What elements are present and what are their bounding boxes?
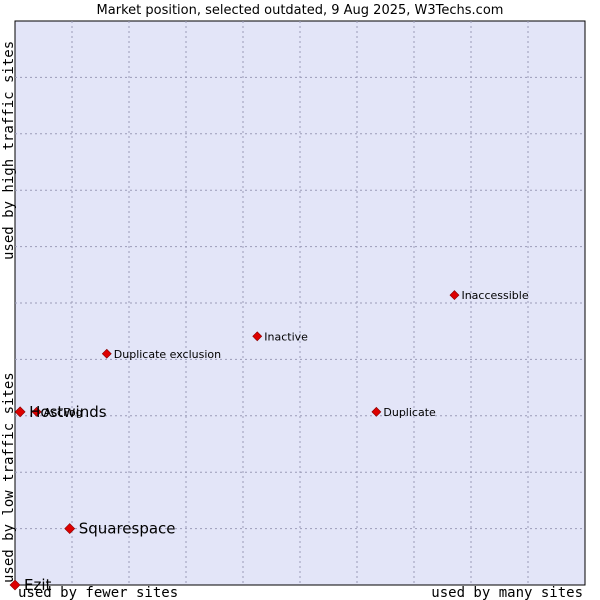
point-marker — [252, 331, 263, 342]
point-label: Ezit — [24, 576, 52, 594]
point-label: Inactive — [264, 330, 308, 343]
x-axis-label-left: used by fewer sites — [18, 585, 178, 600]
data-point: Ezit — [9, 576, 52, 594]
point-marker — [64, 523, 76, 535]
point-marker — [14, 406, 26, 418]
y-axis-label-top: used by high traffic sites — [1, 41, 17, 260]
data-point: Inactive — [252, 330, 308, 343]
chart-title: Market position, selected outdated, 9 Au… — [97, 3, 504, 18]
data-point: AccFog — [31, 406, 83, 419]
data-point: Duplicate exclusion — [101, 348, 221, 361]
grid-lines — [15, 21, 585, 585]
data-point: Squarespace — [64, 520, 176, 538]
data-point: Inaccessible — [449, 289, 529, 302]
point-marker — [31, 406, 42, 417]
point-marker — [371, 406, 382, 417]
point-label: Hostwinds — [29, 403, 107, 421]
point-marker — [449, 290, 460, 301]
point-label: Squarespace — [79, 520, 176, 538]
x-axis-label-right: used by many sites — [431, 585, 583, 600]
point-label: Duplicate — [383, 406, 436, 419]
y-axis-label-bottom: used by low traffic sites — [1, 372, 17, 583]
point-label: Inaccessible — [461, 289, 528, 302]
point-label: Duplicate exclusion — [114, 348, 221, 361]
point-label: AccFog — [44, 406, 83, 419]
data-point: Duplicate — [371, 406, 436, 419]
point-marker — [9, 579, 21, 591]
data-point: Hostwinds — [14, 403, 107, 421]
point-marker — [101, 348, 112, 359]
data-points: Inaccessible Inactive Duplicate exclusion D… — [9, 289, 529, 594]
